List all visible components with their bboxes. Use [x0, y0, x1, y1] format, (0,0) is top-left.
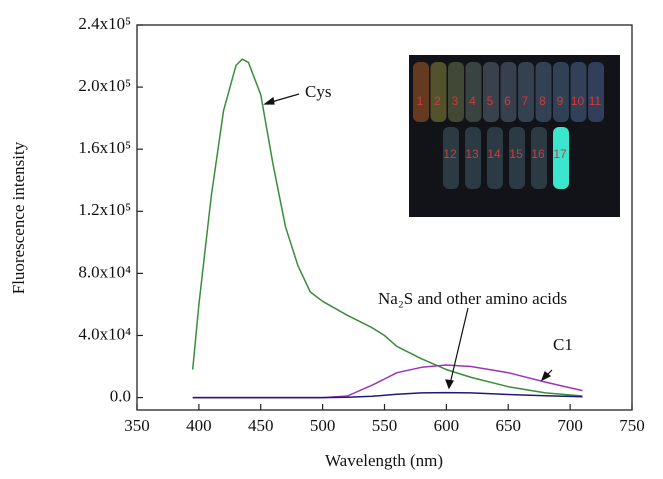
- inset-label: 6: [504, 94, 511, 108]
- annotation: Na₂S and other amino acids: [378, 289, 567, 308]
- inset-tube: [465, 62, 482, 122]
- y-tick-label: 0.0: [110, 386, 131, 405]
- inset-tube: [588, 62, 604, 122]
- arrow-head: [540, 371, 552, 382]
- y-tick-label: 4.0x10⁴: [78, 324, 131, 343]
- inset-tube: [443, 127, 459, 189]
- annotation-arrow: [449, 307, 469, 385]
- inset-tube: [570, 62, 587, 122]
- inset-label: 2: [434, 94, 441, 108]
- x-tick-label: 550: [372, 416, 398, 435]
- inset-label: 9: [557, 94, 564, 108]
- inset-label: 17: [553, 147, 567, 161]
- inset-label: 13: [465, 147, 479, 161]
- x-tick-label: 350: [124, 416, 150, 435]
- y-tick-label: 8.0x10⁴: [78, 262, 131, 281]
- series-line: [192, 364, 583, 399]
- y-tick-label: 2.0x10⁵: [78, 76, 131, 95]
- y-tick-label: 1.2x10⁵: [78, 200, 131, 219]
- inset-label: 12: [443, 147, 457, 161]
- inset-background: [409, 55, 620, 217]
- inset-tube: [465, 127, 481, 189]
- inset-tube: [487, 127, 503, 189]
- annotation: Cys: [305, 82, 331, 101]
- inset-tube: [430, 62, 447, 122]
- inset-tube: [509, 127, 525, 189]
- inset-tube: [413, 62, 429, 122]
- x-tick-label: 450: [248, 416, 274, 435]
- y-tick-label: 2.4x10⁵: [78, 14, 131, 33]
- inset-tube: [535, 62, 552, 122]
- inset-label: 7: [522, 94, 529, 108]
- inset-tube: [483, 62, 499, 122]
- inset-tube: [553, 127, 569, 189]
- x-tick-label: 400: [186, 416, 212, 435]
- arrow-head: [445, 379, 454, 390]
- x-tick-label: 750: [619, 416, 645, 435]
- y-axis-label: Fluorescence intensity: [9, 141, 28, 294]
- inset-label: 15: [509, 147, 523, 161]
- x-tick-label: 650: [496, 416, 522, 435]
- inset-tube: [531, 127, 547, 189]
- inset-label: 1: [417, 94, 424, 108]
- inset-label: 16: [531, 147, 545, 161]
- inset-tube: [448, 62, 464, 122]
- annotations: [263, 93, 553, 390]
- x-tick-label: 600: [434, 416, 460, 435]
- inset-label: 10: [571, 94, 585, 108]
- inset-tube: [518, 62, 534, 122]
- series-line: [191, 58, 583, 397]
- series-line: [192, 391, 583, 399]
- x-tick-label: 700: [557, 416, 583, 435]
- inset-label: 14: [487, 147, 501, 161]
- inset-label: 4: [469, 94, 476, 108]
- arrow-head: [263, 96, 275, 105]
- inset-label: 11: [589, 94, 602, 108]
- inset-tube: [553, 62, 569, 122]
- annotation: C1: [553, 335, 573, 354]
- inset-label: 8: [539, 94, 546, 108]
- x-tick-label: 500: [310, 416, 336, 435]
- x-axis-label: Wavelength (nm): [325, 451, 443, 470]
- inset-tube: [500, 62, 517, 122]
- y-tick-label: 1.6x10⁵: [78, 138, 131, 157]
- inset-label: 3: [452, 94, 459, 108]
- inset-label: 5: [487, 94, 494, 108]
